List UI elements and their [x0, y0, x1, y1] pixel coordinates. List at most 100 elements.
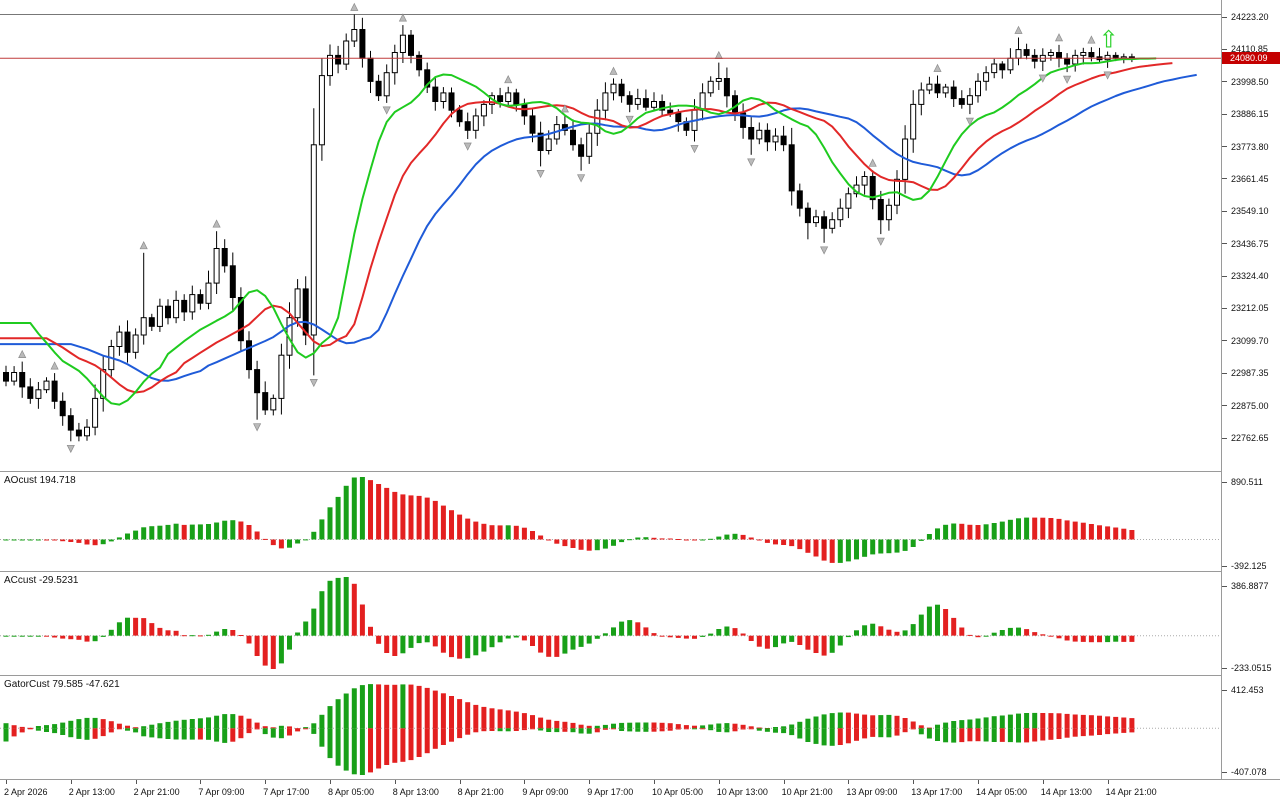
ac-indicator-panel[interactable]: ACcust -29.5231 [0, 571, 1221, 676]
ao-bar [1056, 518, 1062, 540]
gator-upper-bar [611, 723, 616, 729]
fractal-down-icon [1038, 74, 1047, 83]
price-axis-label: 23998.50 [1231, 76, 1269, 87]
ao-bar [748, 537, 754, 540]
ac-bar [845, 635, 851, 638]
ac-bar [1113, 635, 1119, 642]
gator-lower-bar [11, 728, 17, 737]
gator-lower-bar [76, 728, 82, 739]
buy-signal-arrow-icon[interactable]: ⇧ [1099, 26, 1119, 54]
gator-lower-bar [692, 728, 697, 730]
price-tick [1222, 113, 1227, 115]
gator-upper-bar [1072, 714, 1078, 729]
ao-indicator-panel[interactable]: AOcust 194.718 [0, 471, 1221, 572]
ac-bar [27, 635, 33, 637]
bear-candle [197, 294, 204, 304]
bull-candle [1072, 54, 1079, 65]
ao-bar [116, 537, 122, 540]
bear-candle [723, 78, 730, 97]
ac-bar [197, 635, 203, 637]
time-tick [265, 780, 267, 784]
gator-lower-bar [416, 728, 422, 757]
bear-candle [570, 129, 576, 146]
bull-candle [480, 103, 487, 117]
bear-candle [237, 297, 244, 342]
ao-bar [797, 539, 803, 550]
ac-bar [1097, 635, 1102, 643]
ao-bar [894, 539, 900, 553]
fractal-down-icon [690, 145, 699, 154]
time-axis-label: 8 Apr 21:00 [457, 787, 504, 797]
gator-upper-bar [521, 713, 527, 729]
ac-bar [432, 635, 438, 647]
main-chart-panel[interactable]: ⇧ [0, 0, 1221, 471]
price-axis-label: 22875.00 [1231, 400, 1269, 411]
gator-lower-bar [270, 728, 276, 738]
price-axis-label: 24110.85 [1231, 44, 1268, 55]
ac-bar [546, 635, 552, 657]
bull-candle [634, 98, 641, 105]
price-axis-label: 23661.45 [1231, 173, 1269, 184]
gator-upper-bar [481, 706, 487, 729]
bull-candle [351, 29, 358, 42]
price-axis-label: 23099.70 [1231, 335, 1269, 346]
gator-upper-bar [270, 727, 276, 729]
fractal-down-icon [625, 115, 634, 124]
gator-upper-bar [878, 715, 884, 729]
gator-lower-bar [408, 728, 414, 761]
price-tick [1222, 16, 1227, 18]
gator-lower-bar [700, 728, 706, 730]
ac-bar [157, 627, 163, 636]
bull-candle [132, 334, 139, 353]
gator-lower-bar [465, 728, 471, 735]
price-tick [1222, 437, 1227, 439]
ao-bar [125, 533, 130, 540]
ao-bar [983, 524, 989, 540]
gator-upper-bar [781, 726, 787, 729]
gator-lower-bar [384, 728, 390, 765]
gator-upper-bar [643, 722, 649, 729]
gator-upper-bar [683, 725, 689, 729]
gator-lower-bar [424, 728, 430, 754]
gator-indicator-panel[interactable]: GatorCust 79.585 -47.621 [0, 675, 1221, 780]
gator-lower-bar [100, 728, 106, 737]
gator-lower-bar [1056, 728, 1062, 739]
ac-bar [1088, 635, 1094, 643]
ac-bar [262, 635, 268, 666]
ao-bar [351, 477, 357, 540]
gator-lower-bar [602, 728, 608, 730]
gator-lower-bar [902, 728, 908, 733]
ao-max-tick [1222, 482, 1227, 483]
fractal-down-icon [253, 423, 262, 432]
bear-candle [148, 317, 155, 327]
ac-bar [481, 635, 487, 652]
gator-upper-bar [959, 720, 965, 729]
gator-lower-bar [975, 728, 981, 742]
bull-candle [885, 204, 892, 221]
ac-bar [1040, 634, 1046, 636]
price-axis[interactable]: 24080.09 890.511 -392.125 386.8877 -233.… [1221, 0, 1280, 779]
gator-lower-bar [983, 728, 989, 742]
ac-bar [1048, 635, 1054, 637]
ac-bar [781, 635, 787, 644]
ao-bar [440, 505, 446, 540]
ao-bar [1024, 517, 1030, 540]
gator-lower-bar [935, 728, 940, 741]
ao-bar [813, 539, 819, 557]
bear-candle [432, 86, 439, 102]
ac-bar [886, 629, 892, 636]
bear-candle [221, 248, 228, 267]
time-tick [718, 780, 720, 784]
gator-upper-bar [133, 727, 139, 729]
gator-upper-bar [943, 722, 949, 729]
bull-candle [772, 135, 779, 143]
gator-upper-bar [724, 723, 730, 729]
fractal-up-icon [398, 13, 407, 22]
price-tick [1222, 48, 1227, 50]
time-axis[interactable]: 2 Apr 2026 2 Apr 13:00 2 Apr 21:00 7 Apr 09… [0, 779, 1280, 800]
gator-upper-bar [918, 725, 924, 729]
gator-upper-bar [1105, 716, 1111, 729]
fractal-down-icon [536, 170, 545, 179]
gator-upper-bar [1121, 717, 1127, 729]
ac-bar [692, 635, 697, 639]
